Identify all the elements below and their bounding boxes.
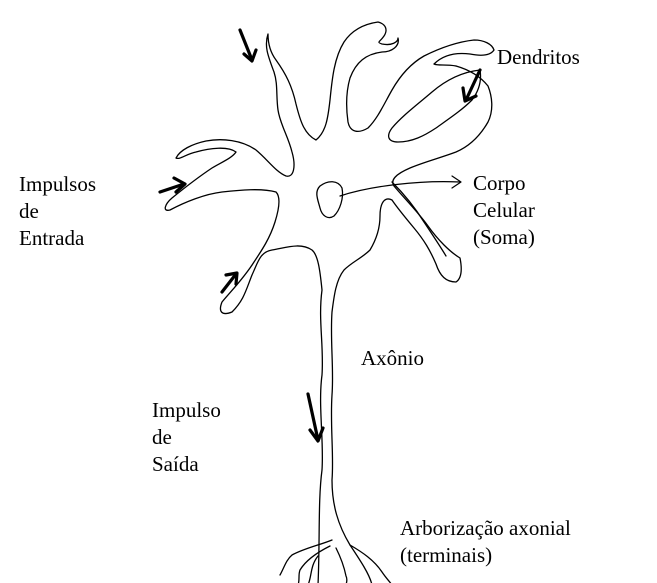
impulso-saida-line-3: Saída bbox=[152, 452, 199, 476]
dendritos-text: Dendritos bbox=[497, 45, 580, 69]
label-arborizacao: Arborização axonial (terminais) bbox=[400, 515, 571, 569]
impulse-arrow-icon-lower-left bbox=[220, 271, 239, 294]
soma-pointer-head bbox=[451, 175, 462, 189]
label-dendritos: Dendritos bbox=[497, 44, 580, 71]
impulse-arrow-icon-entrada bbox=[158, 176, 187, 194]
impulso-saida-line-2: de bbox=[152, 425, 172, 449]
dendrite-branch-line bbox=[391, 181, 447, 257]
corpo-celular-line-3: (Soma) bbox=[473, 225, 535, 249]
impulsos-entrada-line-3: Entrada bbox=[19, 226, 85, 250]
label-axonio: Axônio bbox=[361, 345, 424, 372]
impulse-arrow-icon-top bbox=[238, 28, 258, 63]
arborizacao-line-2: (terminais) bbox=[400, 543, 493, 567]
arborizacao-line-1: Arborização axonial bbox=[400, 516, 571, 540]
label-impulso-saida: Impulso de Saída bbox=[152, 397, 221, 478]
impulse-arrow-icon-saida bbox=[306, 392, 325, 443]
label-impulsos-entrada: Impulsos de Entrada bbox=[19, 171, 96, 252]
dendrite-inner-loop bbox=[387, 69, 482, 143]
impulso-saida-line-1: Impulso bbox=[152, 398, 221, 422]
impulsos-entrada-line-2: de bbox=[19, 199, 39, 223]
label-corpo-celular: Corpo Celular (Soma) bbox=[473, 170, 535, 251]
neuron-outline-right bbox=[330, 65, 493, 583]
impulse-arrow-icon-dendritos bbox=[461, 68, 482, 103]
corpo-celular-line-2: Celular bbox=[473, 198, 535, 222]
axonio-text: Axônio bbox=[361, 346, 424, 370]
soma-pointer-line bbox=[339, 181, 461, 197]
impulsos-entrada-line-1: Impulsos bbox=[19, 172, 97, 196]
nucleus bbox=[316, 181, 344, 219]
neuron-outline-left bbox=[164, 21, 495, 583]
corpo-celular-line-1: Corpo bbox=[473, 171, 526, 195]
axon-terminals bbox=[279, 539, 392, 583]
